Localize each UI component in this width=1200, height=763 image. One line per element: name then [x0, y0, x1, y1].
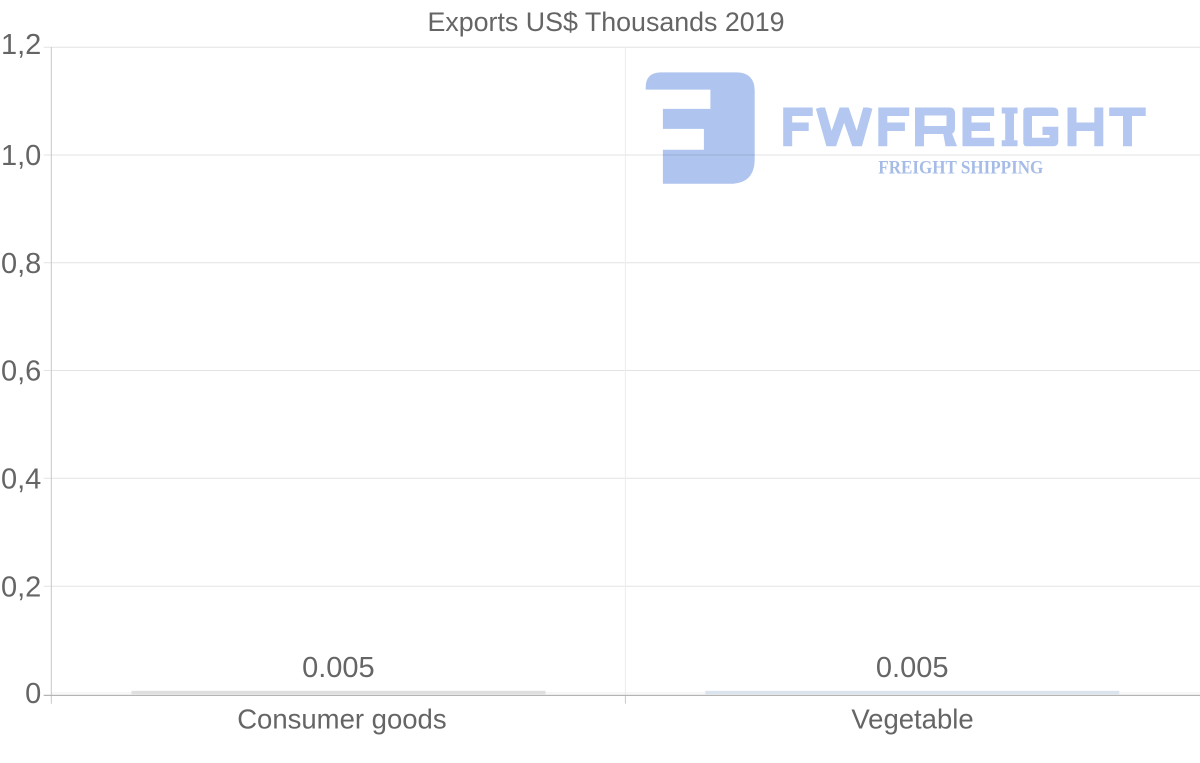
- svg-text:0,2: 0,2: [1, 571, 41, 603]
- svg-text:0,6: 0,6: [1, 356, 41, 388]
- svg-text:0.005: 0.005: [876, 652, 949, 684]
- svg-text:Consumer goods: Consumer goods: [237, 704, 446, 735]
- svg-text:1,0: 1,0: [1, 140, 41, 172]
- svg-text:Exports US$ Thousands 2019: Exports US$ Thousands 2019: [427, 7, 784, 37]
- svg-text:1,2: 1,2: [1, 29, 41, 61]
- svg-text:Vegetable: Vegetable: [851, 704, 973, 735]
- svg-text:0,8: 0,8: [1, 248, 41, 280]
- svg-text:0.005: 0.005: [302, 652, 375, 684]
- svg-text:0,4: 0,4: [1, 464, 41, 496]
- svg-text:0: 0: [25, 678, 41, 710]
- svg-text:FREIGHT SHIPPING: FREIGHT SHIPPING: [878, 157, 1043, 178]
